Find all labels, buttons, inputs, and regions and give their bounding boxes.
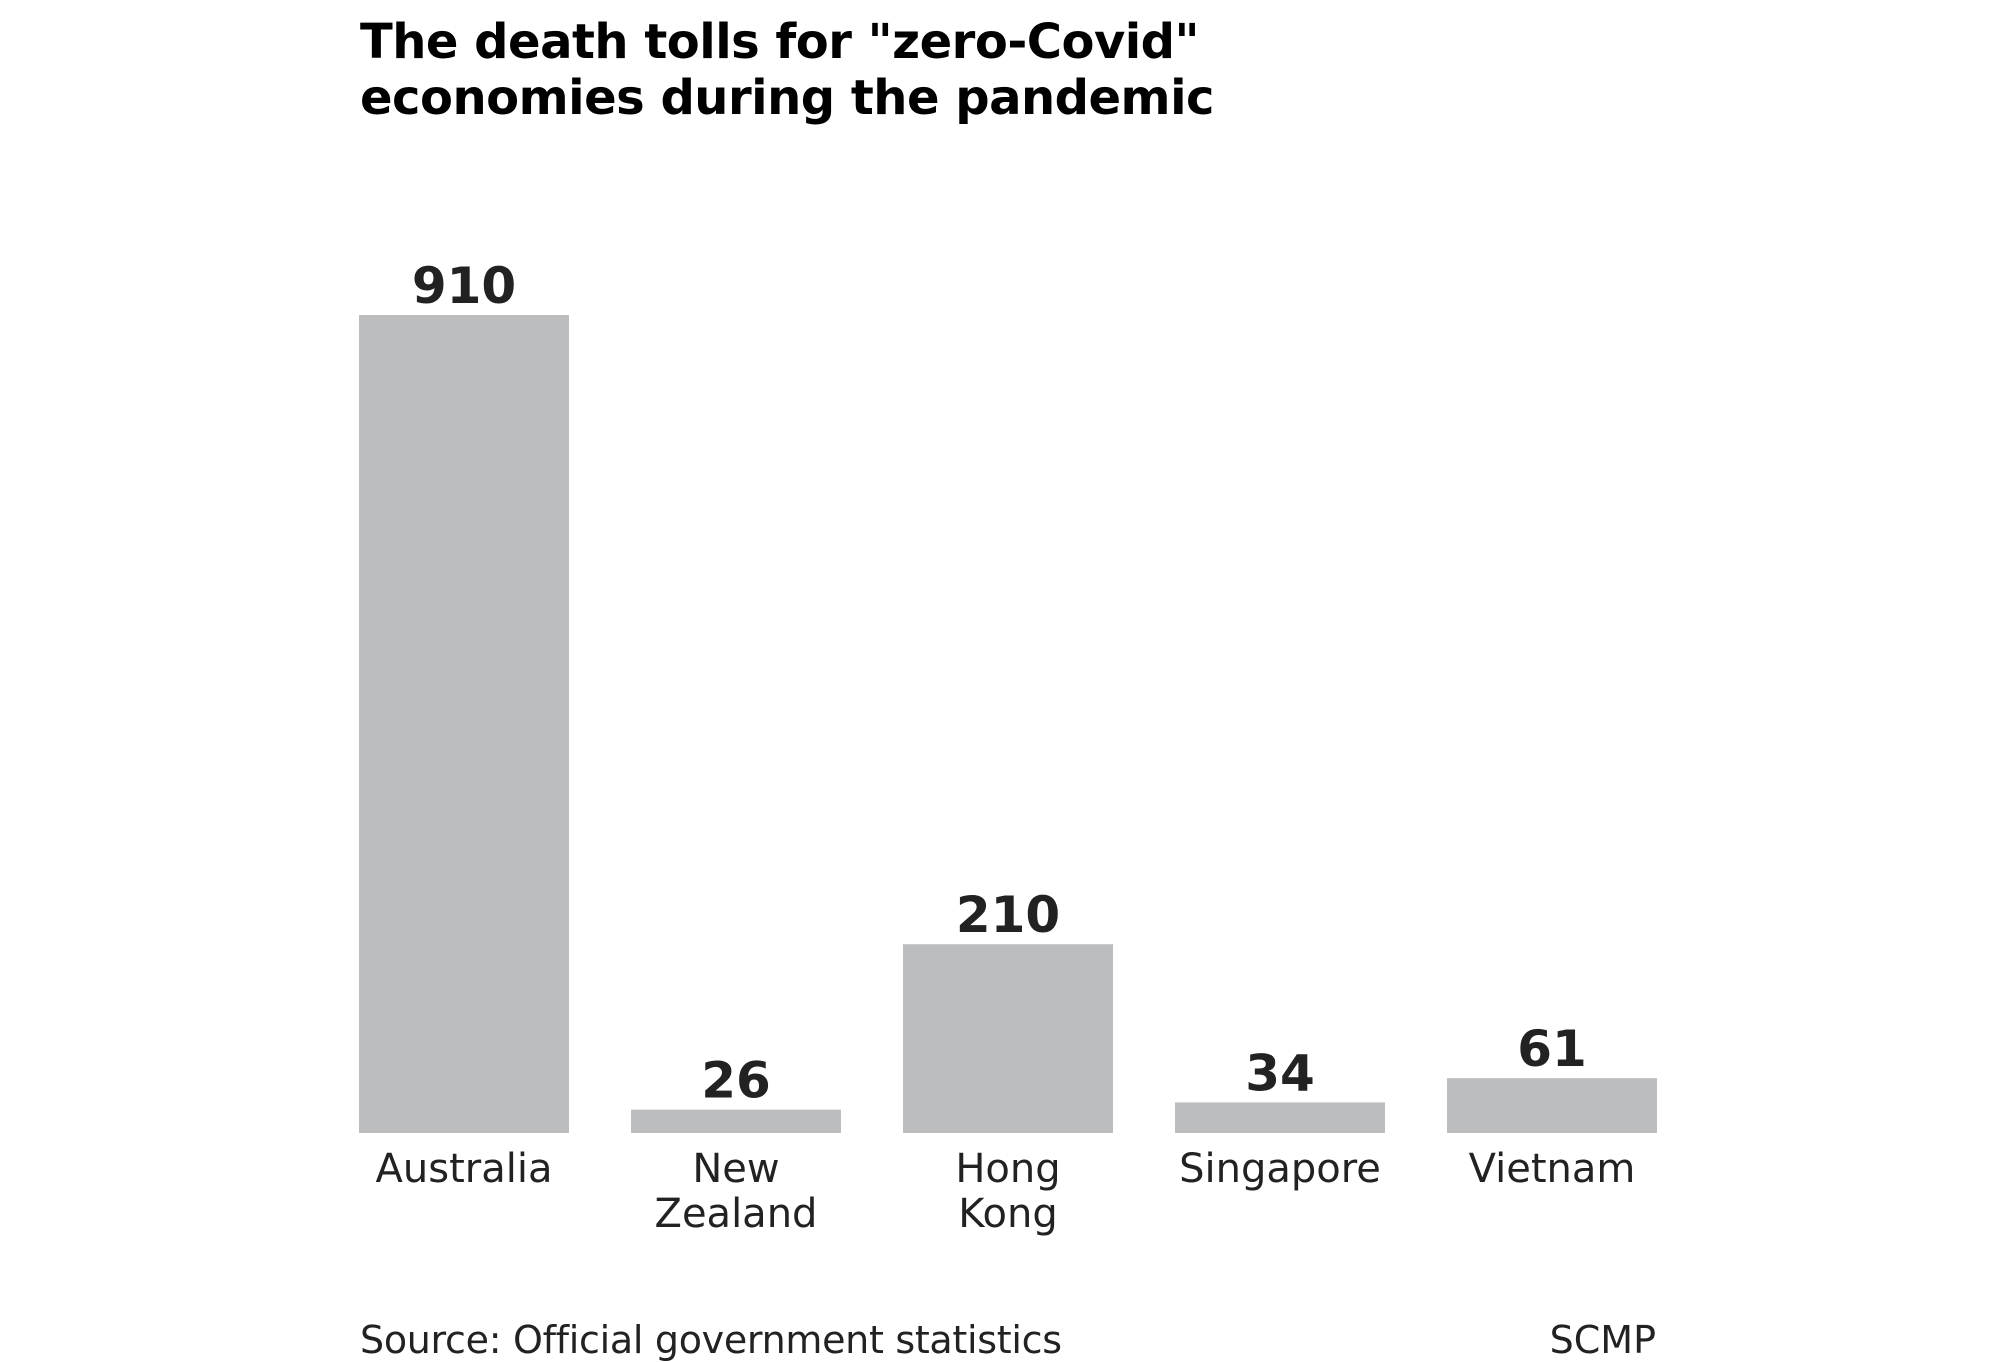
source-note: Source: Official government statistics	[360, 1318, 1062, 1362]
bars-layer	[359, 315, 1657, 1133]
bar-singapore	[1175, 1102, 1385, 1133]
category-label: New Zealand	[655, 1146, 818, 1237]
value-label: 61	[1517, 1020, 1587, 1078]
category-labels-layer: Australia New Zealand Hong Kong Singapore Viet…	[376, 1146, 1636, 1237]
category-label: Vietnam	[1469, 1146, 1636, 1192]
category-label: Australia	[376, 1146, 553, 1192]
category-label: Singapore	[1179, 1146, 1381, 1192]
value-label: 910	[412, 257, 516, 315]
bar-new-zealand	[631, 1109, 841, 1133]
bar-vietnam	[1447, 1078, 1657, 1133]
chart-title: The death tolls for "zero-Covid" economi…	[360, 14, 1214, 126]
value-label: 210	[956, 886, 1060, 944]
bar-hong-kong	[903, 944, 1113, 1133]
value-label: 34	[1245, 1044, 1315, 1102]
bar-australia	[359, 315, 569, 1133]
category-label: Hong Kong	[955, 1146, 1060, 1237]
credit-label: SCMP	[1549, 1318, 1656, 1362]
value-label: 26	[701, 1052, 771, 1110]
value-labels-layer: 910 26 210 34 61	[412, 257, 1587, 1110]
